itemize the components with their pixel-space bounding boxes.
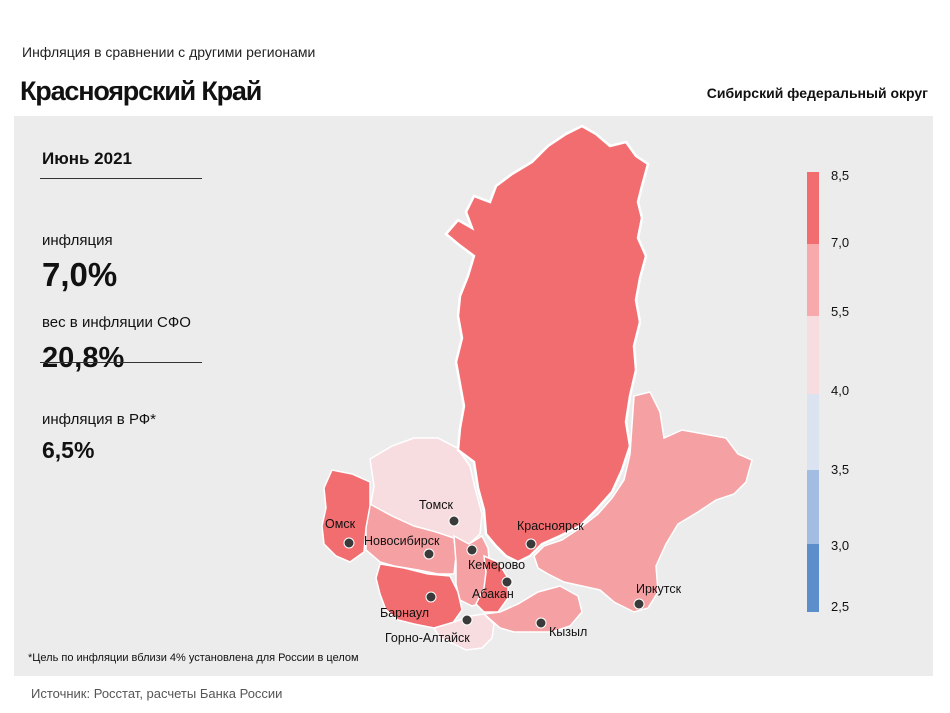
city-label: Кемерово [468,558,525,572]
city-markers: Томск Омск Новосибирск Красноярск Кемеро… [325,498,682,645]
region-khakassia[interactable] [475,554,509,613]
legend-swatch [807,316,819,394]
legend-swatch [807,244,819,316]
page-subtitle: Инфляция в сравнении с другими регионами [22,44,316,60]
divider [40,178,202,179]
footnote: *Цель по инфляции вблизи 4% установлена … [28,652,359,664]
legend-label: 2,5 [831,599,849,614]
city-marker[interactable] [535,617,547,629]
legend-label: 3,5 [831,462,849,477]
legend-swatch [807,544,819,612]
region-krasnoyarsk-krai[interactable] [444,124,650,564]
page-title: Красноярский Край [20,76,262,106]
legend-label: 4,0 [831,383,849,398]
map-panel: Июнь 2021 инфляция 7,0% вес в инфляции С… [14,116,933,676]
city-marker[interactable] [448,515,460,527]
legend-label: 7,0 [831,235,849,250]
weight-label: вес в инфляции СФО [42,314,191,331]
city-marker[interactable] [425,591,437,603]
region-irkutsk[interactable] [533,391,753,613]
city-label: Абакан [472,587,514,601]
city-marker[interactable] [343,537,355,549]
city-marker[interactable] [525,538,537,550]
city-label: Омск [325,517,356,531]
city-label: Новосибирск [364,534,440,548]
legend-swatch [807,394,819,470]
weight-value: 20,8% [42,342,125,374]
color-legend: 8,5 7,0 5,5 4,0 3,5 3,0 2,5 [807,168,849,614]
city-label: Барнаул [380,606,429,620]
source-note: Источник: Росстат, расчеты Банка России [31,686,283,701]
city-marker[interactable] [461,614,473,626]
district-name: Сибирский федеральный округ [706,85,928,101]
period-label: Июнь 2021 [42,149,132,168]
inflation-label: инфляция [42,232,113,249]
city-marker[interactable] [423,548,435,560]
city-marker[interactable] [501,576,513,588]
city-label: Красноярск [517,519,584,533]
legend-label: 5,5 [831,304,849,319]
city-label: Горно-Алтайск [385,631,470,645]
legend-label: 8,5 [831,168,849,183]
legend-label: 3,0 [831,538,849,553]
city-label: Томск [419,498,453,512]
divider [40,362,202,363]
siberia-map: 8,5 7,0 5,5 4,0 3,5 3,0 2,5 Томск Омск Н… [321,124,849,651]
city-marker[interactable] [466,544,478,556]
legend-swatch [807,172,819,244]
region-omsk[interactable] [321,469,371,563]
inflation-value: 7,0% [42,256,118,293]
rf-inflation-value: 6,5% [42,437,95,463]
region-tuva[interactable] [482,585,583,633]
city-marker[interactable] [633,598,645,610]
legend-swatch [807,470,819,544]
city-label: Иркутск [636,582,682,596]
rf-inflation-label: инфляция в РФ* [42,411,157,428]
city-label: Кызыл [549,625,587,639]
